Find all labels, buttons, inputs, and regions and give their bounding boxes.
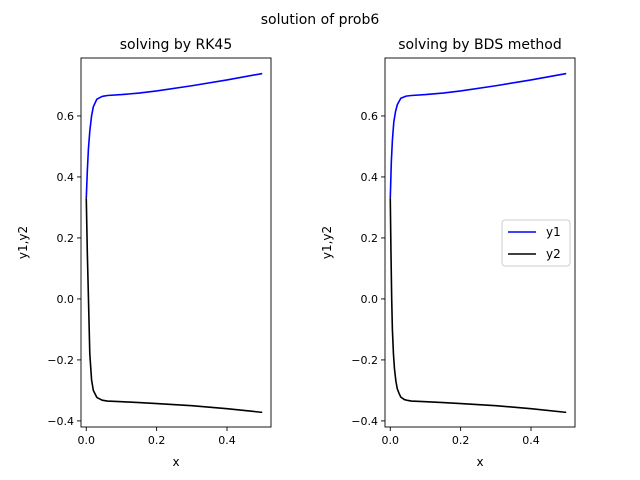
axes-frame	[384, 57, 576, 428]
y-tick-label: 0.4	[57, 171, 75, 184]
x-tick-label: 0.2	[148, 434, 166, 447]
series-line-y2	[389, 198, 567, 414]
legend-label-y1: y1	[546, 225, 561, 239]
x-tick-label: 0.2	[452, 434, 470, 447]
y-tick-label: 0.2	[361, 232, 379, 245]
y-tick-label: 0.0	[57, 293, 75, 306]
x-tick-label: 0.0	[382, 434, 400, 447]
subplot-title: solving by BDS method	[398, 37, 562, 53]
series-line-y1	[389, 72, 567, 199]
y-tick-label: −0.2	[351, 354, 378, 367]
x-tick-label: 0.4	[218, 434, 236, 447]
x-tick-label: 0.0	[78, 434, 96, 447]
y-axis-label: y1,y2	[16, 226, 30, 259]
y-tick-label: 0.6	[361, 110, 379, 123]
axes-frame	[80, 57, 272, 428]
y-tick-label: −0.4	[47, 415, 74, 428]
y-tick-label: 0.2	[57, 232, 75, 245]
series-line-y2	[85, 198, 263, 414]
legend-label-y2: y2	[546, 247, 561, 261]
y-tick-label: −0.4	[351, 415, 378, 428]
x-axis-label: x	[172, 455, 179, 469]
legend: y1 y2	[501, 219, 571, 267]
x-axis-label: x	[476, 455, 483, 469]
series-line-y1	[85, 72, 263, 199]
y-tick-label: 0.4	[361, 171, 379, 184]
right-subplot: solving by BDS method 0.0 0.2 0.4 −0.4 −0.2 0.…	[320, 37, 576, 469]
y-tick-label: −0.2	[47, 354, 74, 367]
y-axis-label: y1,y2	[320, 226, 334, 259]
left-subplot: solving by RK45 0.0 0.2 0.4 −0.4 −0.2 0.0 0.2 0.…	[16, 37, 272, 469]
subplot-title: solving by RK45	[120, 37, 232, 53]
y-tick-label: 0.6	[57, 110, 75, 123]
x-tick-label: 0.4	[522, 434, 540, 447]
y-tick-label: 0.0	[361, 293, 379, 306]
figure-suptitle: solution of prob6	[261, 12, 380, 28]
